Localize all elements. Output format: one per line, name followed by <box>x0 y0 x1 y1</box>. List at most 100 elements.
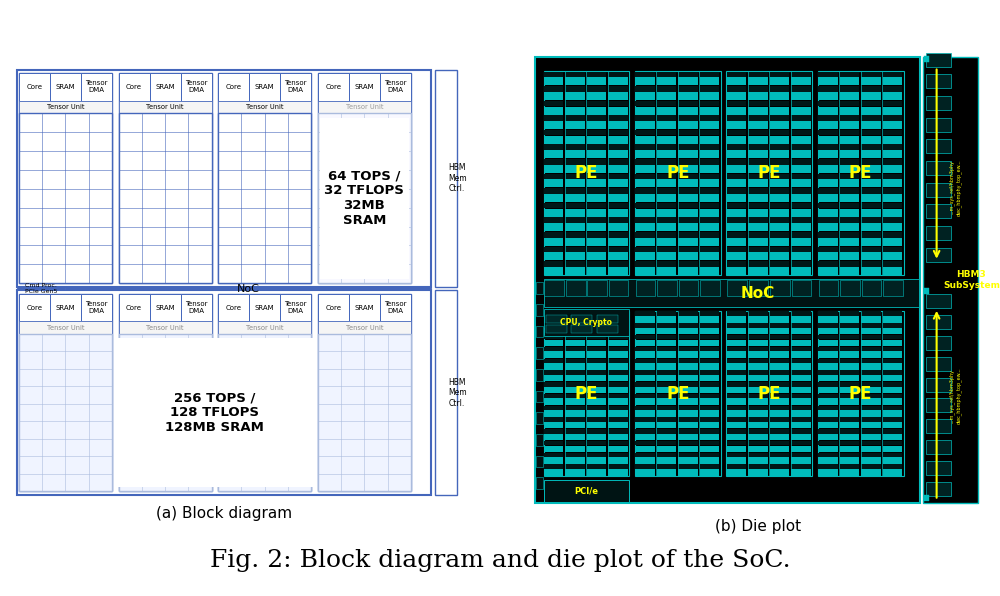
Bar <box>727 382 746 387</box>
Bar <box>587 417 606 422</box>
Bar <box>818 121 838 129</box>
Bar <box>608 370 628 375</box>
Bar <box>544 335 563 340</box>
Bar <box>608 144 628 150</box>
Bar <box>727 173 746 179</box>
Bar <box>50 73 81 101</box>
Bar <box>587 316 606 322</box>
Bar <box>587 107 606 114</box>
Bar <box>587 252 606 260</box>
Text: Tensor
DMA: Tensor DMA <box>185 301 207 314</box>
Bar <box>883 406 902 410</box>
Bar <box>770 218 789 223</box>
Bar <box>678 417 698 422</box>
Bar <box>748 445 768 452</box>
Bar <box>700 469 719 476</box>
Bar <box>700 194 719 202</box>
Bar <box>791 92 811 100</box>
Bar <box>818 352 838 358</box>
Bar <box>587 312 606 316</box>
Bar <box>587 92 606 100</box>
Bar <box>678 232 698 238</box>
Text: SRAM: SRAM <box>255 305 275 311</box>
Bar <box>748 434 768 440</box>
Bar <box>861 347 881 351</box>
Bar <box>840 107 859 114</box>
Text: SRAM: SRAM <box>255 84 275 90</box>
Bar <box>770 469 789 476</box>
Bar <box>770 417 789 422</box>
Bar <box>700 261 719 267</box>
Bar <box>587 267 606 275</box>
Bar <box>608 387 628 393</box>
Bar <box>818 144 838 150</box>
Bar <box>119 101 212 113</box>
Bar <box>587 218 606 223</box>
Bar <box>840 179 859 188</box>
Bar <box>840 382 859 387</box>
Bar <box>840 165 859 173</box>
Bar <box>748 232 768 238</box>
Bar <box>608 375 628 381</box>
Bar <box>249 294 280 321</box>
Bar <box>544 203 563 209</box>
Bar <box>608 464 628 469</box>
Bar <box>883 159 902 164</box>
Bar <box>840 136 859 144</box>
Bar <box>791 218 811 223</box>
Bar <box>926 378 951 392</box>
Bar <box>861 457 881 464</box>
Bar <box>544 121 563 129</box>
Bar <box>608 77 628 85</box>
Bar <box>770 316 789 322</box>
Bar <box>565 429 585 434</box>
Bar <box>635 173 655 179</box>
Bar <box>727 406 746 410</box>
Bar <box>861 359 881 363</box>
Bar <box>926 96 951 110</box>
Bar <box>544 194 563 202</box>
Bar <box>565 316 585 322</box>
Bar <box>840 280 860 296</box>
Text: HBM3
SubSystem: HBM3 SubSystem <box>943 271 1000 290</box>
Bar <box>924 57 929 62</box>
Bar <box>818 457 838 464</box>
Bar <box>565 359 585 363</box>
Bar <box>678 340 698 346</box>
Bar <box>727 209 746 217</box>
Text: SRAM: SRAM <box>56 305 75 311</box>
Bar <box>700 72 719 77</box>
Text: PE: PE <box>758 164 781 182</box>
Bar <box>536 369 543 381</box>
Bar <box>635 394 655 398</box>
Bar <box>840 92 859 100</box>
Bar <box>544 159 563 164</box>
Bar <box>883 165 902 173</box>
Bar <box>818 159 838 164</box>
Bar <box>700 387 719 393</box>
Bar <box>565 224 585 231</box>
Bar <box>544 107 563 114</box>
Text: Core: Core <box>126 84 142 90</box>
Bar <box>587 323 606 328</box>
Bar <box>635 72 655 77</box>
Bar <box>791 394 811 398</box>
Bar <box>608 429 628 434</box>
Bar <box>727 224 746 231</box>
Bar <box>727 434 746 440</box>
Bar <box>791 267 811 275</box>
Bar <box>791 86 811 92</box>
Bar <box>883 375 902 381</box>
Bar <box>791 359 811 363</box>
Bar <box>678 469 698 476</box>
Bar <box>635 101 655 106</box>
Bar <box>544 224 563 231</box>
Bar <box>818 252 838 260</box>
Bar <box>544 312 563 316</box>
Bar <box>565 165 585 173</box>
Bar <box>608 469 628 476</box>
Bar <box>861 77 881 85</box>
Bar <box>544 453 563 457</box>
Bar <box>544 387 563 393</box>
Bar <box>700 417 719 422</box>
